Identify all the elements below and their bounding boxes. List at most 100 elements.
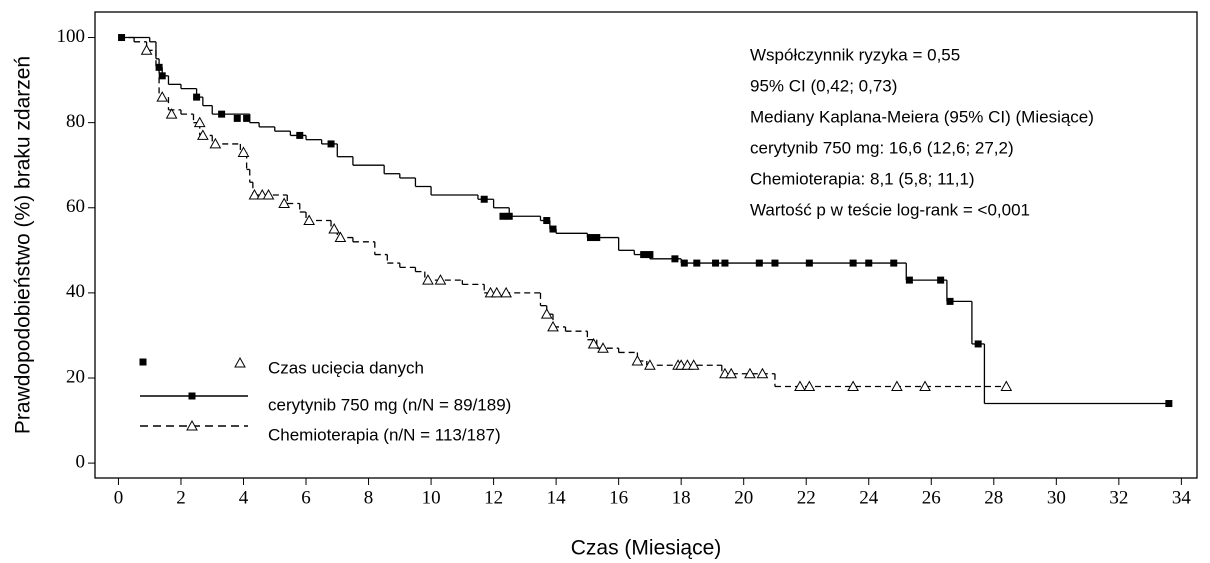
censor-mark: [328, 223, 341, 234]
censor-mark: [540, 308, 553, 319]
censor-mark: [631, 354, 644, 366]
censor-mark: [499, 212, 507, 220]
y-tick-label: 80: [66, 111, 85, 132]
censor-mark: [744, 367, 756, 379]
annotation: Chemioterapia: 8,1 (5,8; 11,1): [750, 169, 975, 188]
censor-mark: [756, 367, 769, 379]
y-tick-label: 100: [57, 26, 86, 47]
annotation: Wartość p w teście log-rank = <0,001: [750, 200, 1030, 219]
annotation: 95% CI (0,42; 0,73): [750, 76, 897, 95]
y-tick-label: 60: [66, 196, 85, 217]
censor-mark: [262, 188, 275, 200]
annotation: cerytynib 750 mg: 16,6 (12,6; 27,2): [750, 138, 1014, 157]
censor-mark: [243, 114, 251, 122]
x-tick-label: 18: [672, 487, 691, 508]
censor-mark: [158, 72, 166, 80]
censor-mark: [422, 274, 434, 285]
x-tick-label: 20: [734, 487, 753, 508]
censor-mark: [327, 140, 335, 148]
x-tick-label: 10: [422, 487, 441, 508]
censor-mark: [721, 259, 729, 267]
legend-symbol: [234, 356, 246, 368]
censor-mark: [547, 320, 559, 332]
legend-label: Czas ucięcia danych: [268, 358, 424, 377]
censor-mark: [587, 234, 595, 242]
y-axis-label: Prawdopodobieństwo (%) braku zdarzeń: [12, 56, 35, 434]
censor-mark: [644, 359, 656, 370]
censor-mark: [919, 380, 931, 392]
censor-mark: [891, 380, 903, 392]
x-tick-label: 32: [1109, 487, 1128, 508]
censor-mark: [680, 259, 688, 267]
censor-mark: [937, 276, 945, 284]
censor-mark: [193, 116, 206, 128]
censor-mark: [847, 380, 859, 392]
censor-mark: [803, 380, 816, 392]
censor-mark: [237, 146, 250, 157]
censor-mark: [725, 367, 738, 379]
censor-mark: [712, 259, 720, 267]
censor-mark: [505, 212, 513, 220]
censor-mark: [671, 255, 679, 263]
legend-label: Chemioterapia (n/N = 113/187): [268, 425, 501, 444]
censor-mark: [193, 93, 201, 101]
censor-mark: [334, 231, 347, 243]
censor-mark: [278, 197, 290, 209]
censor-mark: [480, 195, 488, 203]
x-tick-label: 26: [922, 487, 941, 508]
censor-mark: [593, 234, 601, 242]
censor-mark: [865, 259, 873, 267]
censor-mark: [805, 259, 813, 267]
legend-symbol: [188, 392, 196, 400]
censor-mark: [197, 129, 209, 140]
y-tick-label: 0: [76, 451, 86, 472]
x-tick-label: 12: [484, 487, 503, 508]
x-axis-label: Czas (Miesiące): [571, 537, 722, 560]
censor-mark: [946, 297, 954, 305]
censor-mark: [905, 276, 913, 284]
censor-mark: [890, 259, 898, 267]
censor-mark: [849, 259, 857, 267]
censor-mark: [233, 114, 241, 122]
censor-mark: [597, 342, 609, 353]
x-tick-label: 14: [547, 487, 567, 508]
x-tick-label: 28: [984, 487, 1003, 508]
legend-symbol: [139, 358, 147, 366]
censor-mark: [640, 251, 648, 259]
x-tick-label: 34: [1172, 487, 1192, 508]
censor-mark: [218, 110, 226, 118]
x-tick-label: 30: [1047, 487, 1066, 508]
censor-mark: [794, 380, 806, 392]
y-tick-label: 40: [66, 281, 85, 302]
x-tick-label: 0: [114, 487, 124, 508]
censor-mark: [771, 259, 779, 267]
censor-mark: [1000, 380, 1013, 392]
censor-mark: [549, 225, 557, 233]
censor-mark: [165, 108, 178, 119]
censor-mark: [296, 131, 304, 139]
x-tick-label: 2: [176, 487, 186, 508]
censor-mark: [974, 340, 982, 348]
censor-mark: [303, 214, 315, 226]
x-tick-label: 16: [609, 487, 628, 508]
censor-mark: [490, 286, 503, 298]
censor-mark: [687, 359, 700, 370]
x-tick-label: 24: [859, 487, 879, 508]
x-tick-label: 6: [301, 487, 311, 508]
censor-mark: [500, 286, 512, 298]
censor-mark: [209, 137, 222, 149]
censor-mark: [1165, 400, 1173, 408]
annotation: Współczynnik ryzyka = 0,55: [750, 45, 960, 64]
censor-mark: [140, 44, 153, 55]
censor-mark: [156, 91, 169, 102]
x-tick-label: 4: [239, 487, 249, 508]
censor-mark: [755, 259, 763, 267]
censor-mark: [543, 217, 551, 225]
censor-mark: [434, 274, 447, 285]
legend-label: cerytynib 750 mg (n/N = 89/189): [268, 395, 511, 414]
censor-mark: [248, 188, 261, 200]
annotation: Mediany Kaplana-Meiera (95% CI) (Miesiąc…: [750, 107, 1094, 126]
x-tick-label: 8: [364, 487, 374, 508]
plot-frame: [94, 11, 1198, 479]
